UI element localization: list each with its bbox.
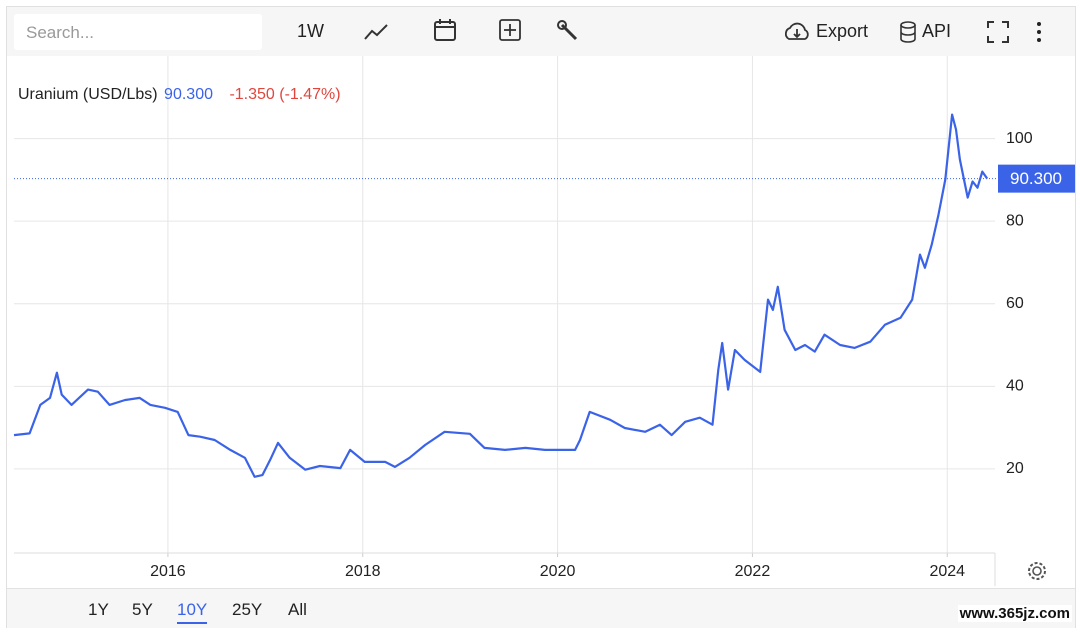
fullscreen-icon[interactable] bbox=[985, 19, 1011, 45]
price-line bbox=[13, 113, 989, 478]
range-bar: 1Y 5Y 10Y 25Y All bbox=[7, 588, 1075, 628]
last-price-label: 90.300 bbox=[1010, 169, 1062, 188]
x-tick-label: 2022 bbox=[735, 563, 771, 580]
watermark: www.365jz.com bbox=[957, 605, 1072, 622]
x-tick-label: 2018 bbox=[345, 563, 381, 580]
add-icon[interactable] bbox=[498, 18, 524, 44]
range-button[interactable]: 5Y bbox=[132, 600, 153, 619]
range-button[interactable]: 25Y bbox=[232, 600, 263, 619]
y-tick-label: 40 bbox=[1006, 378, 1024, 395]
last-price-box bbox=[998, 164, 1075, 193]
menu-icon[interactable] bbox=[1033, 19, 1045, 45]
interval-button[interactable]: 1W bbox=[297, 21, 324, 41]
api-icon[interactable] bbox=[898, 20, 918, 44]
settings-wrench-icon[interactable] bbox=[556, 19, 582, 45]
toolbar: Search... 1W Export API bbox=[7, 7, 1075, 56]
range-button[interactable]: 1Y bbox=[88, 600, 109, 619]
y-tick-label: 20 bbox=[1006, 460, 1024, 477]
y-tick-label: 100 bbox=[1006, 130, 1033, 147]
range-button[interactable]: 10Y bbox=[177, 600, 208, 624]
x-tick-label: 2024 bbox=[929, 563, 965, 580]
y-tick-label: 80 bbox=[1006, 212, 1024, 229]
price-change: -1.350 (-1.47%) bbox=[229, 86, 341, 103]
export-icon[interactable] bbox=[782, 20, 812, 44]
chart-settings-icon[interactable] bbox=[1026, 560, 1048, 582]
last-price: 90.300 bbox=[164, 86, 213, 103]
chart-type-icon[interactable] bbox=[362, 21, 390, 43]
export-button[interactable]: Export bbox=[816, 21, 869, 41]
calendar-icon[interactable] bbox=[432, 17, 458, 43]
y-tick-label: 60 bbox=[1006, 295, 1024, 312]
x-tick-label: 2016 bbox=[150, 563, 186, 580]
api-button[interactable]: API bbox=[922, 21, 952, 41]
x-tick-label: 2020 bbox=[540, 563, 576, 580]
range-button[interactable]: All bbox=[288, 600, 307, 619]
instrument-name: Uranium (USD/Lbs) bbox=[18, 86, 158, 103]
chart: 20 40 60 80 100 2016 2018 2020 2022 2024 90.300 bbox=[13, 56, 1075, 586]
search-box[interactable]: Search... bbox=[14, 14, 262, 50]
chart-header: Uranium (USD/Lbs) 90.300 -1.350 (-1.47%) bbox=[18, 86, 341, 104]
